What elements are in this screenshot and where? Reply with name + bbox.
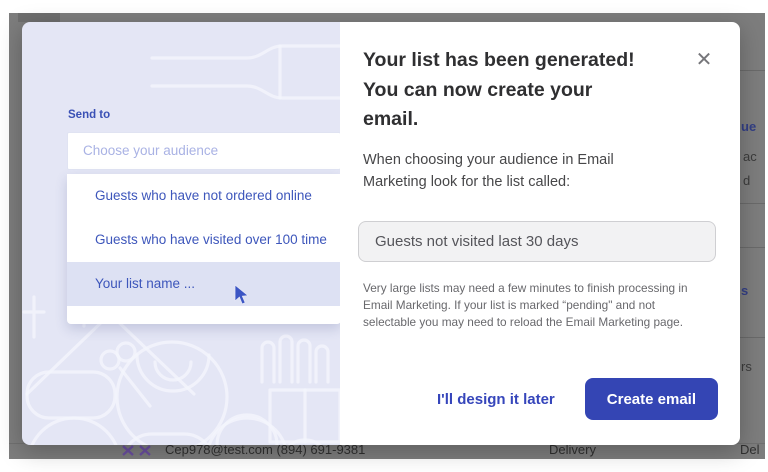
modal-title: Your list has been generated! You can no… (363, 46, 699, 135)
dimmed-avatar-mark (122, 445, 151, 456)
table-divider (738, 70, 765, 71)
fine-print: Very large lists may need a few minutes … (363, 280, 725, 330)
dropdown-option-not-ordered[interactable]: Guests who have not ordered online (95, 188, 312, 203)
table-divider (738, 203, 765, 204)
modal-body-line: Marketing look for the list called: (363, 174, 571, 190)
design-later-button[interactable]: I'll design it later (437, 390, 555, 408)
audience-select-placeholder: Choose your audience (83, 143, 219, 158)
modal-panel: Your list has been generated! You can no… (340, 22, 740, 445)
dimmed-text-fragment: rs (741, 359, 752, 374)
dimmed-text-fragment: d (743, 173, 751, 188)
mouse-cursor-icon (234, 284, 249, 305)
fine-print-line: Very large lists may need a few minutes … (363, 281, 688, 295)
dimmed-text-fragment: s (741, 283, 749, 298)
modal-title-line: email. (363, 108, 419, 130)
dropdown-option-visited-100[interactable]: Guests who have visited over 100 time (95, 232, 327, 247)
table-divider (738, 337, 765, 338)
modal-actions: I'll design it later Create email (340, 378, 718, 420)
dropdown-option-your-list[interactable]: Your list name ... (67, 262, 340, 306)
dimmed-text-fragment: ue (741, 119, 757, 134)
modal-title-line: You can now create your (363, 78, 593, 101)
backdrop-dark-patch (18, 13, 60, 22)
modal-body-line: When choosing your audience in Email (363, 152, 614, 168)
list-name-field[interactable]: Guests not visited last 30 days (358, 221, 716, 262)
table-cell-status: Delivery (549, 442, 596, 457)
audience-select[interactable]: Choose your audience (67, 132, 340, 170)
dimmed-text-fragment: ac (743, 149, 757, 164)
close-button[interactable]: ✕ (690, 46, 718, 74)
illustration-panel: Send to Choose your audience Guests who … (22, 22, 340, 445)
close-icon: ✕ (695, 49, 713, 71)
table-cell-fragment: Del (740, 442, 760, 457)
modal-title-line: Your list has been generated! (363, 49, 635, 71)
fine-print-line: selectable you may need to reload the Em… (363, 314, 684, 329)
fine-print-line: Email Marketing. If your list is marked … (363, 297, 656, 312)
list-generated-dialog: Send to Choose your audience Guests who … (22, 22, 740, 445)
create-email-button[interactable]: Create email (584, 378, 718, 420)
table-cell-email-phone: Cep978@test.com (894) 691-9381 (165, 442, 366, 457)
modal-body-text: When choosing your audience in Email Mar… (363, 149, 693, 193)
table-divider (738, 247, 765, 248)
audience-dropdown-menu: Guests who have not ordered online Guest… (67, 174, 340, 324)
send-to-label: Send to (68, 109, 111, 121)
